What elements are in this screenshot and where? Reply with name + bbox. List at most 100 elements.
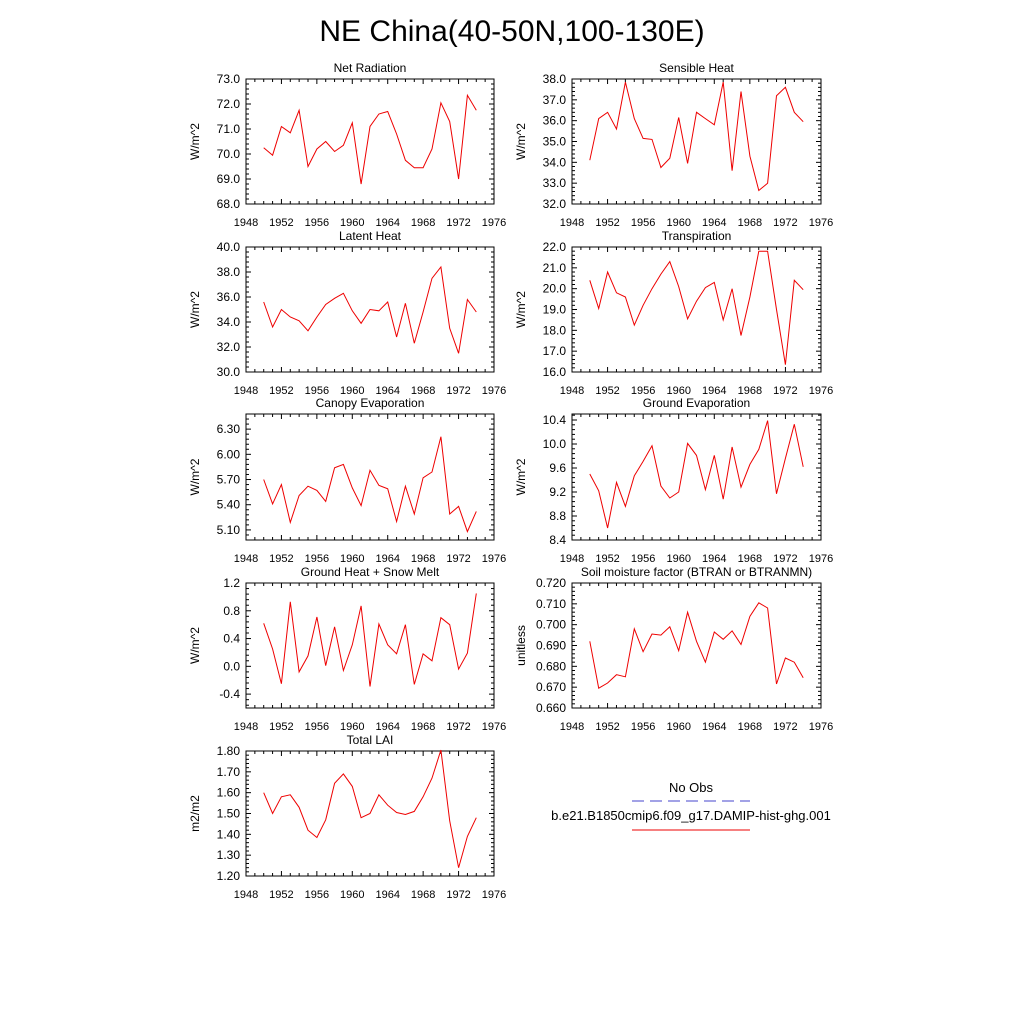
y-tick-label: 36.0 (217, 290, 241, 304)
x-tick-label: 1968 (738, 721, 762, 733)
y-tick-label: 0.8 (223, 604, 240, 618)
series-line-1 (263, 265, 477, 354)
chart-panel-9: Total LAI m2/m2 1948 1952 1956 1960 1964 1968 19… (188, 733, 506, 901)
y-tick-label: 1.20 (217, 869, 241, 883)
plot-frame (245, 413, 495, 541)
chart-title: Soil moisture factor (BTRAN or BTRANMN) (581, 565, 812, 579)
x-tick-label: 1976 (482, 889, 506, 901)
x-tick-label: 1972 (446, 217, 470, 229)
x-tick-label: 1972 (446, 721, 470, 733)
x-tick-label: 1960 (340, 721, 364, 733)
x-tick-label: 1976 (482, 385, 506, 397)
chart-panel-1: Net Radiation W/m^2 1948 1952 1956 1960 1964 19… (188, 61, 506, 229)
legend: No Obs b.e21.B1850cmip6.f09_g17.DAMIP-hi… (551, 780, 831, 831)
x-tick-label: 1956 (305, 553, 329, 565)
x-tick-label: 1976 (809, 721, 833, 733)
y-tick-label: 73.0 (217, 72, 241, 86)
y-axis-label: W/m^2 (514, 123, 528, 160)
series-line-1 (263, 436, 477, 533)
chart-title: Ground Evaporation (643, 396, 750, 410)
x-tick-label: 1948 (560, 385, 584, 397)
x-tick-label: 1972 (446, 385, 470, 397)
x-tick-label: 1964 (702, 217, 726, 229)
y-tick-label: 21.0 (543, 261, 567, 275)
chart-panel-6: Ground Evaporation W/m^2 1948 1952 1956 1960 1… (514, 396, 833, 565)
chart-panel-5: Canopy Evaporation W/m^2 1948 1952 1956 1960 1… (188, 396, 506, 565)
y-axis-label: W/m^2 (188, 458, 202, 495)
x-tick-label: 1948 (234, 553, 258, 565)
x-tick-label: 1964 (702, 721, 726, 733)
series-line-1 (589, 602, 804, 689)
page-title: NE China(40-50N,100-130E) (319, 15, 704, 48)
panels: Net Radiation W/m^2 1948 1952 1956 1960 1964 19… (188, 61, 833, 901)
series-line-1 (263, 593, 477, 687)
x-tick-label: 1968 (411, 553, 435, 565)
chart-panel-2: Sensible Heat W/m^2 1948 1952 1956 1960 1964 19… (514, 61, 833, 229)
x-tick-label: 1952 (269, 217, 293, 229)
x-tick-label: 1952 (269, 721, 293, 733)
y-tick-label: 19.0 (543, 303, 567, 317)
x-tick-label: 1976 (482, 217, 506, 229)
y-tick-label: 16.0 (543, 365, 567, 379)
x-tick-label: 1976 (809, 553, 833, 565)
y-tick-label: 70.0 (217, 147, 241, 161)
series-line-1 (263, 93, 477, 185)
x-tick-label: 1960 (666, 385, 690, 397)
y-tick-label: 10.0 (543, 437, 567, 451)
y-tick-label: 6.30 (217, 422, 241, 436)
y-axis-label: W/m^2 (188, 627, 202, 664)
x-tick-label: 1952 (269, 889, 293, 901)
x-tick-label: 1948 (560, 553, 584, 565)
x-tick-label: 1964 (375, 889, 399, 901)
x-tick-label: 1968 (411, 889, 435, 901)
y-tick-label: 1.50 (217, 807, 241, 821)
chart-panel-3: Latent Heat W/m^2 1948 1952 1956 1960 1964 1968… (188, 229, 506, 397)
x-tick-label: 1960 (340, 889, 364, 901)
x-tick-label: 1956 (305, 889, 329, 901)
x-tick-label: 1968 (411, 385, 435, 397)
y-tick-label: 10.4 (543, 413, 567, 427)
y-tick-label: 5.10 (217, 523, 241, 537)
y-tick-label: 8.4 (549, 533, 566, 547)
x-tick-label: 1972 (773, 217, 797, 229)
chart-panel-8: Soil moisture factor (BTRAN or BTRANMN) u… (514, 565, 833, 733)
legend-case-label: b.e21.B1850cmip6.f09_g17.DAMIP-hist-ghg.… (551, 808, 831, 823)
y-tick-label: 0.660 (536, 701, 566, 715)
x-tick-label: 1960 (666, 217, 690, 229)
x-tick-label: 1956 (631, 553, 655, 565)
y-tick-label: 33.0 (543, 176, 567, 190)
chart-title: Net Radiation (334, 61, 407, 75)
x-tick-label: 1956 (631, 385, 655, 397)
y-tick-label: 37.0 (543, 93, 567, 107)
y-tick-label: 38.0 (543, 72, 567, 86)
x-tick-label: 1968 (738, 385, 762, 397)
y-tick-label: 32.0 (543, 197, 567, 211)
y-tick-label: 72.0 (217, 97, 241, 111)
y-tick-label: 32.0 (217, 340, 241, 354)
x-tick-label: 1948 (234, 217, 258, 229)
x-tick-label: 1968 (738, 553, 762, 565)
y-tick-label: 0.0 (223, 659, 240, 673)
x-tick-label: 1972 (773, 553, 797, 565)
y-tick-label: 36.0 (543, 114, 567, 128)
y-tick-label: 8.8 (549, 509, 566, 523)
x-tick-label: 1956 (305, 217, 329, 229)
y-tick-label: 17.0 (543, 344, 567, 358)
x-tick-label: 1956 (305, 385, 329, 397)
y-tick-label: 0.670 (536, 680, 566, 694)
x-tick-label: 1964 (375, 553, 399, 565)
y-tick-label: 0.720 (536, 576, 566, 590)
y-tick-label: 71.0 (217, 122, 241, 136)
y-tick-label: 0.4 (223, 632, 240, 646)
x-tick-label: 1956 (631, 217, 655, 229)
x-tick-label: 1956 (631, 721, 655, 733)
y-tick-label: 1.60 (217, 786, 241, 800)
chart-title: Transpiration (662, 229, 732, 243)
y-axis-label: W/m^2 (514, 291, 528, 328)
x-tick-label: 1976 (809, 217, 833, 229)
chart-title: Total LAI (347, 733, 394, 747)
chart-title: Sensible Heat (659, 61, 734, 75)
y-tick-label: 18.0 (543, 323, 567, 337)
x-tick-label: 1972 (446, 553, 470, 565)
x-tick-label: 1968 (738, 217, 762, 229)
